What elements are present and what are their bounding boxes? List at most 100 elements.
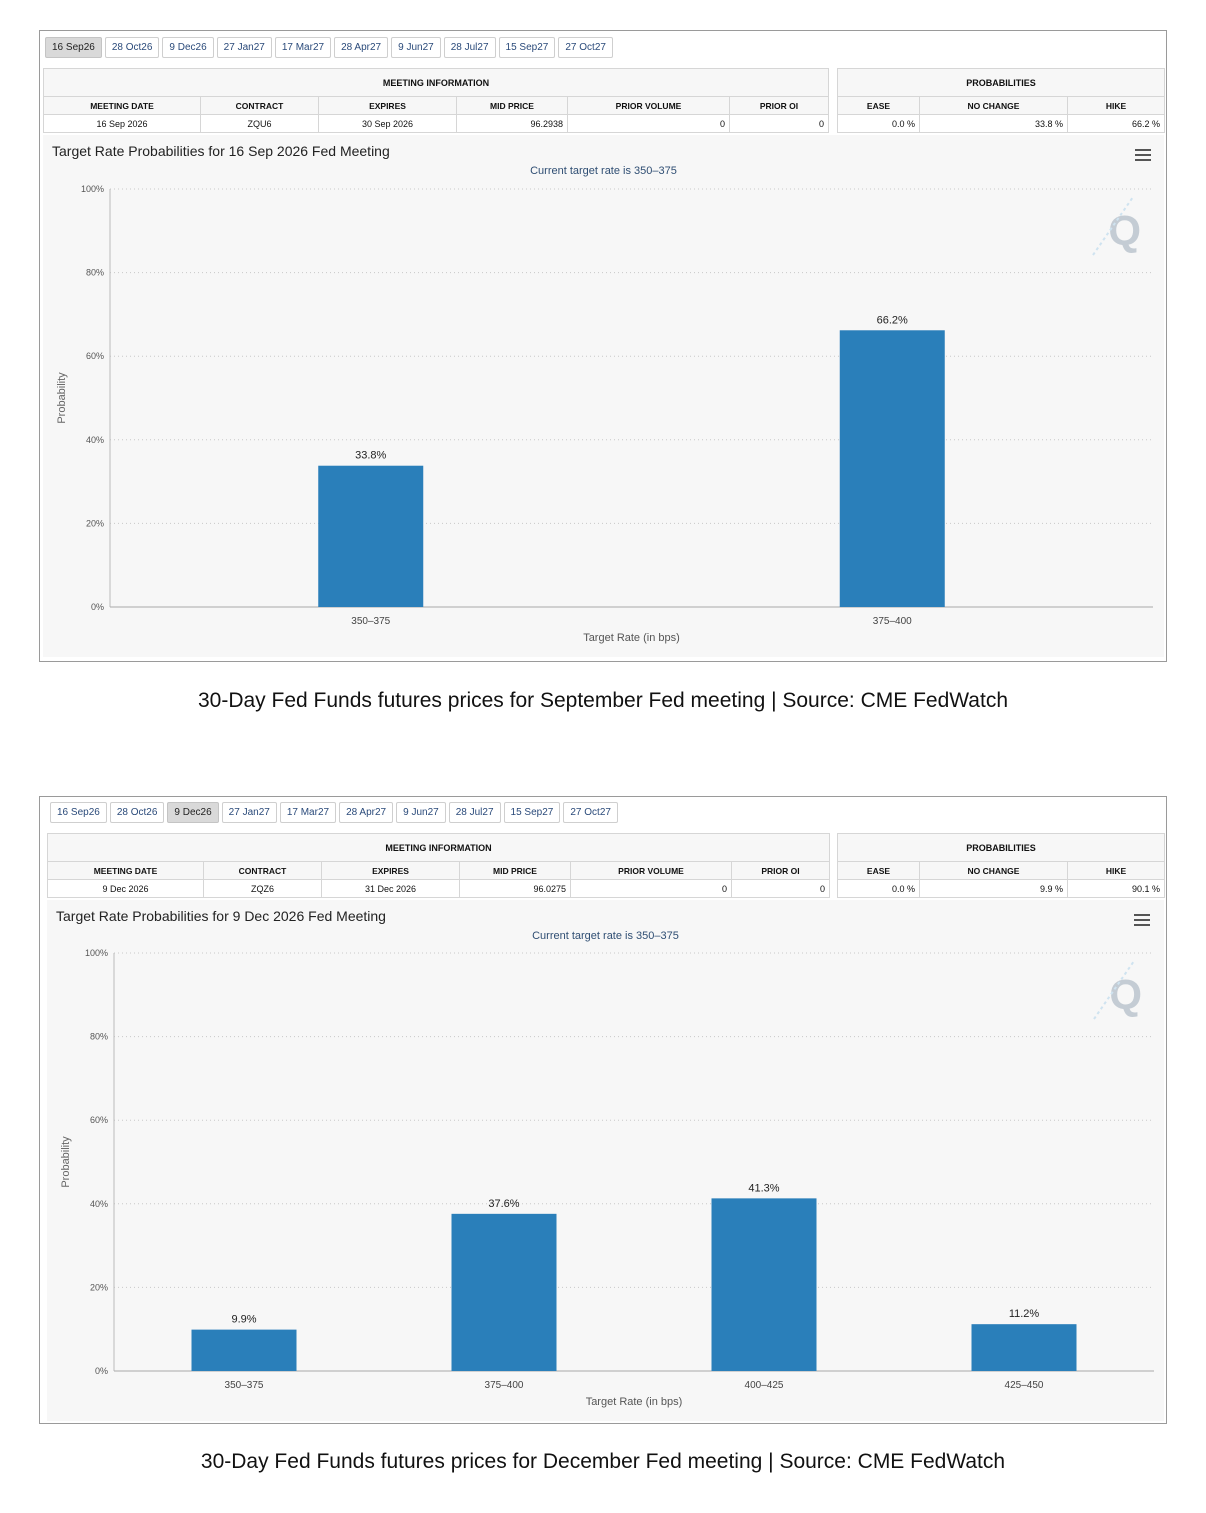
bar bbox=[971, 1324, 1077, 1371]
meeting-information-table: MEETING INFORMATION MEETING DATE CONTRAC… bbox=[46, 833, 831, 898]
mid-price-value: 96.0275 bbox=[459, 879, 571, 898]
y-tick-label: 100% bbox=[81, 184, 104, 194]
col-contract: CONTRACT bbox=[203, 861, 322, 880]
col-meeting-date: MEETING DATE bbox=[43, 96, 201, 115]
watermark-q-icon: Q bbox=[1108, 207, 1141, 254]
col-ease: EASE bbox=[837, 861, 920, 880]
tab-27-oct27[interactable]: 27 Oct27 bbox=[558, 37, 613, 58]
bar bbox=[191, 1329, 297, 1371]
x-tick-label: 425–450 bbox=[1005, 1380, 1044, 1391]
meeting-tabs: 16 Sep26 28 Oct26 9 Dec26 27 Jan27 17 Ma… bbox=[50, 802, 618, 823]
meeting-information-heading: MEETING INFORMATION bbox=[46, 833, 831, 862]
x-axis-title: Target Rate (in bps) bbox=[583, 632, 680, 644]
meeting-tabs: 16 Sep26 28 Oct26 9 Dec26 27 Jan27 17 Ma… bbox=[45, 37, 613, 58]
tab-17-mar27[interactable]: 17 Mar27 bbox=[279, 802, 337, 823]
chart-subtitle: Current target rate is 350–375 bbox=[532, 930, 679, 942]
y-tick-label: 80% bbox=[90, 1032, 108, 1042]
x-tick-label: 400–425 bbox=[745, 1380, 784, 1391]
ease-value: 0.0 % bbox=[837, 879, 920, 898]
meeting-information-heading: MEETING INFORMATION bbox=[42, 68, 830, 97]
probabilities-table: PROBABILITIES EASE NO CHANGE HIKE 0.0 % … bbox=[837, 833, 1165, 898]
tab-9-dec26[interactable]: 9 Dec26 bbox=[167, 802, 219, 823]
col-contract: CONTRACT bbox=[200, 96, 319, 115]
fedwatch-panel-december: 16 Sep26 28 Oct26 9 Dec26 27 Jan27 17 Ma… bbox=[39, 796, 1167, 1424]
col-ease: EASE bbox=[837, 96, 920, 115]
x-tick-label: 350–375 bbox=[225, 1380, 264, 1391]
tab-27-jan27[interactable]: 27 Jan27 bbox=[216, 37, 272, 58]
col-mid-price: MID PRICE bbox=[456, 96, 568, 115]
tab-28-apr27[interactable]: 28 Apr27 bbox=[334, 37, 389, 58]
data-label: 9.9% bbox=[231, 1314, 256, 1326]
y-tick-label: 60% bbox=[90, 1115, 108, 1125]
probabilities-heading: PROBABILITIES bbox=[837, 833, 1165, 862]
col-prior-volume: PRIOR VOLUME bbox=[570, 861, 732, 880]
bar-chart-svg: Q 0% 20% 40% 60% 80% 100% 33.8% 350–375 66.2% 375–… bbox=[56, 184, 1153, 644]
x-tick-label: 375–400 bbox=[485, 1380, 524, 1391]
y-axis-title: Probability bbox=[56, 372, 68, 424]
hike-value: 90.1 % bbox=[1067, 879, 1165, 898]
data-label: 66.2% bbox=[877, 314, 908, 326]
hamburger-menu-icon[interactable] bbox=[1134, 914, 1150, 926]
watermark-q-icon: Q bbox=[1109, 971, 1142, 1018]
prior-oi-value: 0 bbox=[728, 114, 830, 133]
tab-17-mar27[interactable]: 17 Mar27 bbox=[274, 37, 332, 58]
y-tick-label: 60% bbox=[86, 351, 104, 361]
col-prior-volume: PRIOR VOLUME bbox=[567, 96, 730, 115]
tab-16-sep26[interactable]: 16 Sep26 bbox=[45, 37, 102, 58]
tab-27-oct27[interactable]: 27 Oct27 bbox=[563, 802, 618, 823]
y-tick-label: 0% bbox=[91, 602, 104, 612]
x-axis-title: Target Rate (in bps) bbox=[586, 1396, 683, 1408]
no-change-value: 33.8 % bbox=[919, 114, 1068, 133]
y-axis-title: Probability bbox=[60, 1136, 72, 1188]
caption-december: 30-Day Fed Funds futures prices for Dece… bbox=[200, 1450, 1006, 1473]
tab-9-dec26[interactable]: 9 Dec26 bbox=[162, 37, 214, 58]
expires-value: 31 Dec 2026 bbox=[321, 879, 460, 898]
y-tick-label: 80% bbox=[86, 268, 104, 278]
tab-28-jul27[interactable]: 28 Jul27 bbox=[448, 802, 501, 823]
tab-28-jul27[interactable]: 28 Jul27 bbox=[443, 37, 496, 58]
bar-chart-svg: Q 0% 20% 40% 60% 80% 100% 9.9% 350–375 37.6% 375–4… bbox=[60, 948, 1154, 1408]
x-tick-label: 375–400 bbox=[873, 616, 912, 627]
data-label: 41.3% bbox=[748, 1182, 779, 1194]
col-prior-oi: PRIOR OI bbox=[730, 861, 831, 880]
tab-27-jan27[interactable]: 27 Jan27 bbox=[221, 802, 277, 823]
tab-15-sep27[interactable]: 15 Sep27 bbox=[503, 802, 561, 823]
mid-price-value: 96.2938 bbox=[456, 114, 568, 133]
probabilities-heading: PROBABILITIES bbox=[837, 68, 1165, 97]
col-expires: EXPIRES bbox=[318, 96, 457, 115]
col-hike: HIKE bbox=[1067, 861, 1165, 880]
col-no-change: NO CHANGE bbox=[919, 861, 1068, 880]
tab-9-jun27[interactable]: 9 Jun27 bbox=[391, 37, 441, 58]
chart-title: Target Rate Probabilities for 9 Dec 2026… bbox=[56, 908, 386, 924]
chart-subtitle: Current target rate is 350–375 bbox=[530, 165, 677, 177]
prior-oi-value: 0 bbox=[730, 879, 831, 898]
y-tick-label: 40% bbox=[86, 435, 104, 445]
y-tick-label: 40% bbox=[90, 1199, 108, 1209]
no-change-value: 9.9 % bbox=[919, 879, 1068, 898]
fedwatch-panel-september: 16 Sep26 28 Oct26 9 Dec26 27 Jan27 17 Ma… bbox=[39, 30, 1167, 662]
data-label: 11.2% bbox=[1009, 1308, 1040, 1320]
col-expires: EXPIRES bbox=[321, 861, 460, 880]
y-tick-label: 20% bbox=[86, 518, 104, 528]
bar bbox=[711, 1198, 817, 1371]
meeting-date-value: 16 Sep 2026 bbox=[43, 114, 201, 133]
col-hike: HIKE bbox=[1067, 96, 1165, 115]
meeting-information-table: MEETING INFORMATION MEETING DATE CONTRAC… bbox=[42, 68, 830, 133]
bar bbox=[318, 465, 424, 607]
bar bbox=[839, 330, 945, 607]
expires-value: 30 Sep 2026 bbox=[318, 114, 457, 133]
tab-15-sep27[interactable]: 15 Sep27 bbox=[498, 37, 556, 58]
target-rate-chart: Target Rate Probabilities for 16 Sep 202… bbox=[43, 135, 1164, 657]
y-tick-label: 0% bbox=[95, 1366, 108, 1376]
contract-value: ZQZ6 bbox=[203, 879, 322, 898]
col-mid-price: MID PRICE bbox=[459, 861, 571, 880]
tab-16-sep26[interactable]: 16 Sep26 bbox=[50, 802, 107, 823]
prior-volume-value: 0 bbox=[567, 114, 730, 133]
tab-28-oct26[interactable]: 28 Oct26 bbox=[109, 802, 165, 823]
tab-28-apr27[interactable]: 28 Apr27 bbox=[339, 802, 394, 823]
tab-28-oct26[interactable]: 28 Oct26 bbox=[104, 37, 160, 58]
hamburger-menu-icon[interactable] bbox=[1135, 149, 1151, 161]
tab-9-jun27[interactable]: 9 Jun27 bbox=[396, 802, 446, 823]
ease-value: 0.0 % bbox=[837, 114, 920, 133]
y-tick-label: 20% bbox=[90, 1282, 108, 1292]
